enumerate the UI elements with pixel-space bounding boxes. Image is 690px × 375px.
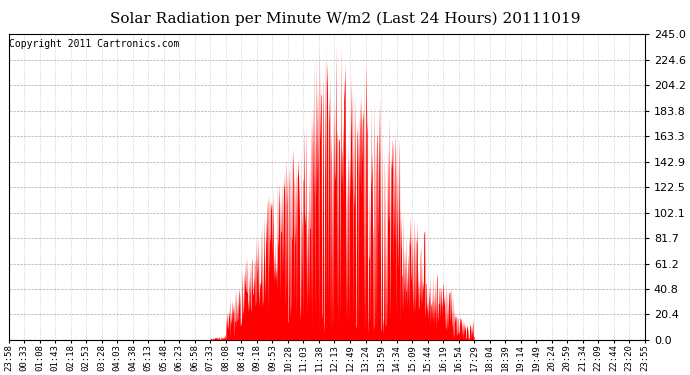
- Text: Copyright 2011 Cartronics.com: Copyright 2011 Cartronics.com: [9, 39, 179, 49]
- Text: Solar Radiation per Minute W/m2 (Last 24 Hours) 20111019: Solar Radiation per Minute W/m2 (Last 24…: [110, 11, 580, 26]
